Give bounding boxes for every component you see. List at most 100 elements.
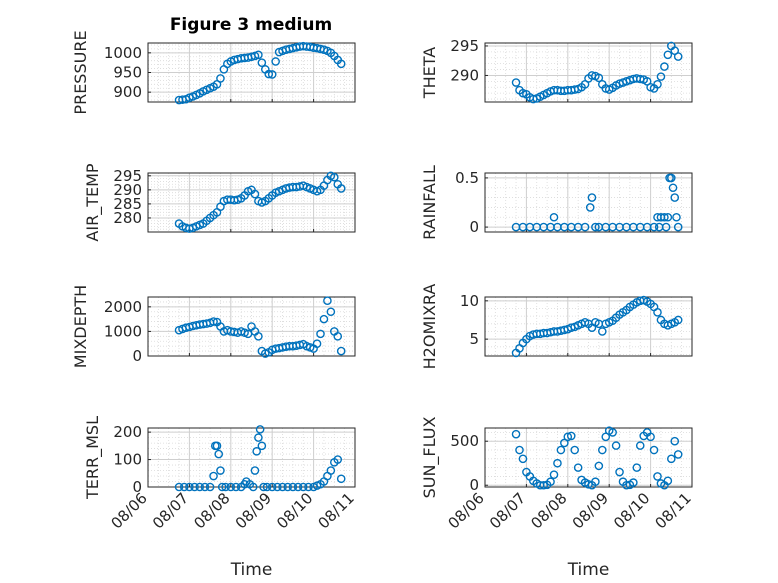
y-tick-label: 1000 bbox=[104, 322, 142, 340]
data-point bbox=[566, 431, 576, 441]
data-point bbox=[649, 222, 659, 232]
data-point bbox=[653, 308, 662, 317]
y-tick-label: 285 bbox=[113, 195, 142, 213]
data-point bbox=[217, 482, 227, 492]
y-tick-label: 950 bbox=[113, 64, 142, 82]
data-point bbox=[663, 212, 673, 222]
data-point bbox=[221, 482, 230, 492]
data-point bbox=[336, 346, 346, 356]
data-point bbox=[179, 482, 189, 492]
y-axis-label: H2OMIXRA bbox=[420, 284, 439, 370]
data-point bbox=[273, 482, 282, 492]
data-point bbox=[252, 447, 261, 456]
data-point bbox=[667, 173, 676, 183]
y-tick-label: 290 bbox=[450, 66, 479, 84]
data-point bbox=[326, 307, 336, 317]
data-point bbox=[316, 329, 325, 339]
axes-box bbox=[484, 296, 693, 357]
data-point bbox=[248, 482, 258, 492]
figure-title: Figure 3 medium bbox=[170, 15, 332, 35]
data-point bbox=[646, 432, 655, 442]
data-point bbox=[511, 429, 521, 439]
data-point bbox=[226, 482, 236, 492]
y-axis-label: TERR_MSL bbox=[83, 416, 103, 500]
data-point bbox=[336, 184, 346, 193]
data-point bbox=[212, 441, 222, 451]
data-point bbox=[326, 466, 336, 475]
data-point bbox=[254, 50, 263, 60]
x-axis-label: Time bbox=[230, 560, 273, 580]
data-point bbox=[580, 222, 590, 232]
data-point bbox=[549, 212, 559, 222]
y-tick-label: 2000 bbox=[104, 298, 142, 316]
data-point bbox=[594, 461, 604, 471]
data-point bbox=[635, 441, 645, 450]
data-point bbox=[663, 476, 673, 486]
y-tick-label: 280 bbox=[113, 209, 142, 227]
data-point bbox=[312, 339, 322, 349]
data-point bbox=[267, 70, 277, 79]
y-axis-label: RAINFALL bbox=[420, 165, 439, 240]
data-point bbox=[649, 445, 659, 455]
data-point bbox=[663, 50, 673, 60]
data-point bbox=[205, 482, 215, 492]
data-point bbox=[336, 59, 346, 69]
data-point bbox=[283, 482, 293, 492]
data-point bbox=[329, 172, 339, 182]
data-point bbox=[250, 466, 260, 475]
data-point bbox=[511, 78, 521, 87]
y-tick-label: 900 bbox=[113, 83, 142, 101]
data-point bbox=[262, 482, 272, 492]
data-point bbox=[254, 433, 263, 442]
data-point bbox=[629, 478, 638, 487]
data-point bbox=[185, 482, 194, 492]
data-point bbox=[591, 477, 600, 487]
y-axis-label: AIR_TEMP bbox=[83, 163, 103, 241]
y-tick-label: 295 bbox=[113, 167, 142, 185]
data-point bbox=[587, 193, 597, 202]
y-tick-label: 295 bbox=[450, 37, 479, 55]
data-point bbox=[195, 482, 205, 492]
data-point bbox=[546, 477, 555, 487]
data-point bbox=[660, 62, 669, 71]
data-point bbox=[673, 450, 683, 459]
data-point bbox=[264, 69, 274, 79]
data-point bbox=[673, 222, 683, 232]
y-axis-label: THETA bbox=[420, 47, 439, 99]
y-tick-label: 290 bbox=[113, 181, 142, 199]
data-point bbox=[231, 482, 241, 492]
data-point bbox=[293, 482, 303, 492]
data-point bbox=[267, 482, 277, 492]
y-tick-label: 0 bbox=[469, 476, 479, 494]
data-point bbox=[670, 193, 680, 202]
data-point bbox=[673, 315, 683, 325]
data-point bbox=[585, 203, 595, 212]
subplot-theta: 290 295 THETA bbox=[420, 37, 693, 104]
data-point bbox=[278, 482, 287, 492]
data-point bbox=[553, 458, 562, 468]
data-point bbox=[323, 296, 332, 305]
data-point bbox=[539, 480, 548, 490]
y-tick-label: 0.5 bbox=[455, 169, 479, 187]
data-point bbox=[673, 52, 683, 61]
y-axis-label: SUN_FLUX bbox=[420, 417, 440, 499]
data-point bbox=[259, 482, 268, 492]
data-point bbox=[209, 471, 218, 481]
data-point bbox=[670, 436, 680, 446]
data-point bbox=[304, 482, 313, 492]
data-point bbox=[254, 332, 263, 341]
data-point bbox=[656, 72, 666, 81]
y-tick-label: 200 bbox=[113, 423, 142, 441]
data-point bbox=[570, 445, 580, 455]
data-point bbox=[591, 222, 600, 232]
data-point bbox=[333, 332, 343, 341]
data-point bbox=[200, 482, 210, 492]
data-point bbox=[214, 449, 224, 459]
data-point bbox=[288, 482, 298, 492]
subplot-h2omixra: 5 10 H2OMIXRA bbox=[420, 284, 693, 370]
data-point bbox=[549, 470, 559, 479]
data-point bbox=[668, 183, 678, 193]
